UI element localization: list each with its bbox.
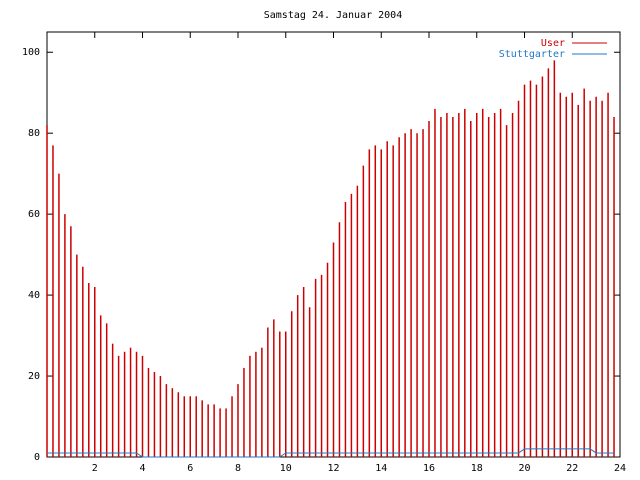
y-tick-label: 20 (28, 371, 40, 382)
x-tick-label: 12 (327, 463, 339, 474)
x-tick-label: 22 (566, 463, 578, 474)
line (47, 448, 615, 458)
y-tick-label: 0 (34, 452, 40, 463)
x-tick-label: 20 (518, 463, 530, 474)
y-tick-label: 60 (28, 209, 40, 220)
x-tick-label: 14 (375, 463, 387, 474)
x-tick-label: 24 (614, 463, 626, 474)
y-tick-label: 80 (28, 128, 40, 139)
x-tick-label: 18 (471, 463, 483, 474)
chart-title: Samstag 24. Januar 2004 (264, 10, 402, 21)
x-tick-label: 8 (235, 463, 241, 474)
legend-label: User (541, 38, 565, 49)
y-tick-label: 100 (22, 47, 40, 58)
x-tick-label: 4 (139, 463, 145, 474)
x-tick-label: 6 (187, 463, 193, 474)
x-tick-label: 10 (280, 463, 292, 474)
x-tick-label: 16 (423, 463, 435, 474)
x-tick-label: 2 (92, 463, 98, 474)
y-tick-label: 40 (28, 290, 40, 301)
legend-label: Stuttgarter (499, 49, 565, 60)
